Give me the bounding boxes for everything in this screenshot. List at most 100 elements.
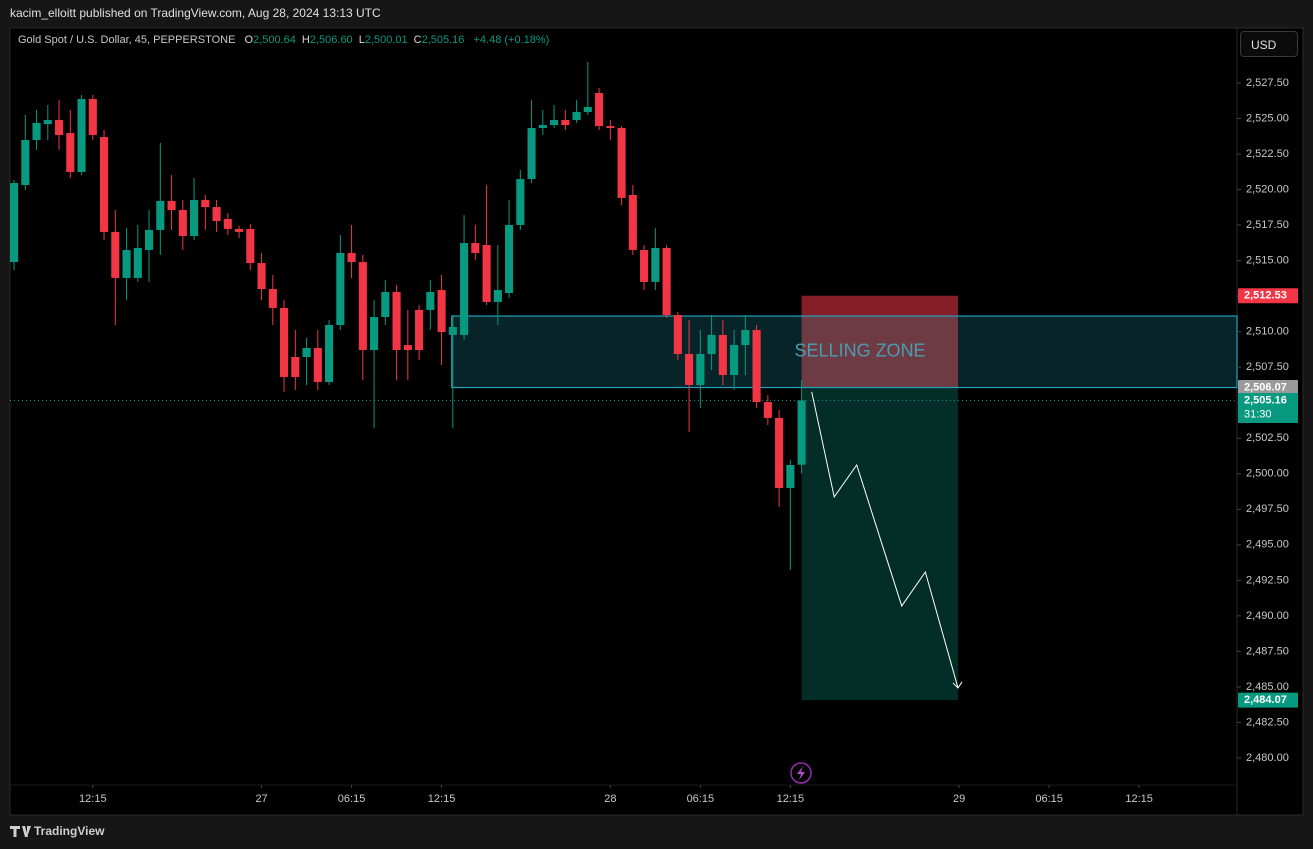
candle-body [741,329,750,346]
candle-body [77,99,86,172]
y-tick-label: 2,485.00 [1246,681,1289,693]
candle-body [190,199,199,237]
footer-brand: TradingView [34,824,105,838]
price-label: 2,505.16 [1244,394,1287,406]
y-tick-label: 2,515.00 [1246,255,1289,267]
logo [10,826,31,837]
y-tick-label: 2,500.00 [1246,468,1289,480]
event-icon-bolt [797,766,805,780]
candle-body [201,199,210,208]
ohlc-value: 2,506.60 [309,34,353,46]
candle-body [268,289,277,308]
candle-body [55,119,64,136]
zone-label: SELLING ZONE [795,341,926,361]
candle-body [471,243,480,253]
candle-body [381,292,390,318]
candle-body [313,348,322,382]
candle-body [156,200,165,230]
price-label-bg [1238,380,1298,396]
chart-frame [9,27,1304,816]
x-tick-label: 06:15 [1035,793,1063,805]
candle-body [246,228,255,264]
candle-body [538,125,547,129]
candle-body [336,252,345,326]
y-tick-label: 2,522.50 [1246,148,1289,160]
candle-body [606,126,615,129]
countdown: 31:30 [1244,408,1272,420]
ohlc-key: L [358,34,365,46]
y-tick-label: 2,527.50 [1246,77,1289,89]
candle-body [212,207,221,221]
candle-body [527,128,536,180]
candle-body [403,345,412,351]
candle-body [437,290,446,332]
candle-body [32,122,41,140]
y-tick-label: 2,480.00 [1246,752,1289,764]
legend: Gold Spot / U.S. Dollar, 45, PEPPERSTONE… [18,34,549,46]
candle-body [460,243,469,335]
y-tick-label: 2,487.50 [1246,645,1289,657]
change: +4.48 (+0.18%) [473,34,550,46]
price-label-bg [1238,392,1298,423]
y-tick-label: 2,502.50 [1246,432,1289,444]
candle-body [628,194,637,250]
target-zone [801,387,958,701]
y-tick-label: 2,482.50 [1246,716,1289,728]
candle-body [133,247,142,278]
candle-body [583,107,592,112]
candle-body [43,119,52,125]
candle-body [516,179,525,225]
currency-button[interactable]: USD [1240,31,1298,57]
y-tick-label: 2,495.00 [1246,539,1289,551]
x-tick-label: 27 [255,793,267,805]
ohlc-value: 2,500.64 [253,34,296,46]
ohlc-key: O [244,34,254,46]
candle-body [122,249,131,278]
candle-body [673,315,682,354]
candle-body [392,292,401,351]
candle-body [561,119,570,126]
candle-body [358,262,367,351]
x-tick-label: 28 [604,793,616,805]
ohlc-value: 2,505.16 [421,34,465,46]
x-tick-label: 12:15 [428,793,456,805]
projection-path [811,391,959,689]
y-tick-label: 2,517.50 [1246,219,1289,231]
price-label: 2,512.53 [1244,290,1287,302]
candle-body [482,244,491,302]
candle-body [786,464,795,488]
candle-body [730,345,739,376]
candle-body [223,218,232,229]
stop-zone [801,295,958,388]
candle-body [10,183,19,263]
y-tick-label: 2,525.00 [1246,112,1289,124]
x-tick-label: 12:15 [777,793,805,805]
candle-body [111,231,120,278]
candle-body [696,353,705,385]
y-tick-label: 2,497.50 [1246,503,1289,515]
ohlc-value: 2,500.01 [364,34,408,46]
candle-body [617,128,626,198]
candle-body [662,247,671,316]
candle-body [66,133,75,172]
event-icon[interactable] [790,762,812,784]
price-label: 2,484.07 [1244,694,1287,706]
price-label-bg [1238,692,1298,708]
y-tick-label: 2,490.00 [1246,610,1289,622]
ohlc-key: H [301,34,310,46]
y-tick-label: 2,507.50 [1246,361,1289,373]
candle-body [797,400,806,465]
publish-header: kacim_elloitt published on TradingView.c… [10,6,381,20]
candle-body [291,356,300,378]
x-tick-label: 06:15 [338,793,366,805]
candle-body [21,139,30,186]
candle-body [257,263,266,290]
candle-body [651,247,660,282]
candle-body [685,353,694,385]
candle-body [448,326,457,335]
candle-body [707,334,716,354]
candle-body [347,252,356,263]
candle-body [572,111,581,120]
x-tick-label: 12:15 [79,793,107,805]
